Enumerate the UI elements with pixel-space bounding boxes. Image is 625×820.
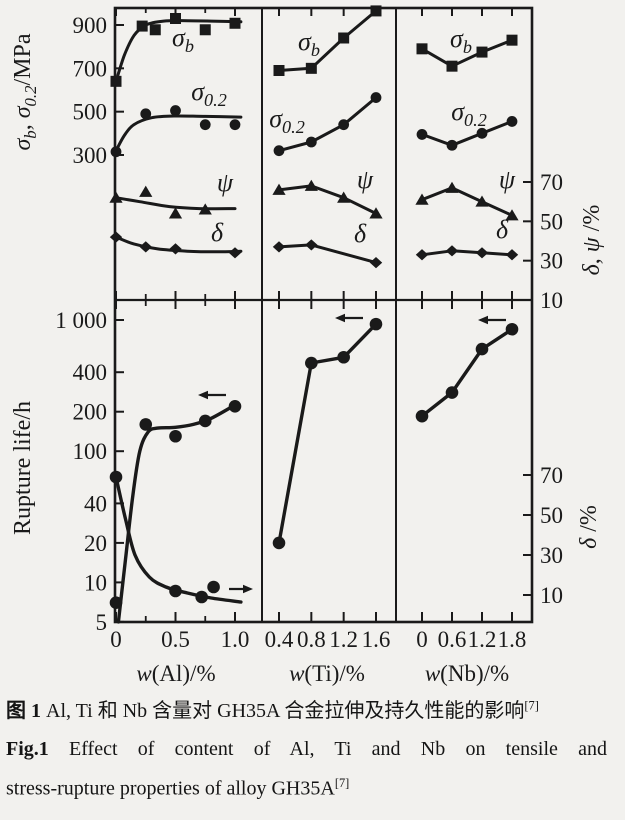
panel-al-tensile: σb σ0.2 ψδ (109, 13, 243, 259)
series-nb-tensile-sigma_b: σb (416, 24, 518, 72)
panel-al-rupture (109, 390, 253, 624)
series-nb-tensile-sigma_02: σ0.2 (416, 97, 518, 151)
svg-text:20: 20 (84, 531, 107, 556)
svg-text:σ0.2: σ0.2 (191, 77, 227, 110)
svg-text:200: 200 (73, 400, 108, 425)
svg-text:70: 70 (540, 170, 563, 195)
caption-zh-ref: [7] (524, 698, 539, 713)
svg-text:40: 40 (84, 491, 107, 516)
caption-chinese: 图 1 Al, Ti 和 Nb 含量对 GH35A 合金拉伸及持久性能的影响[7… (6, 694, 619, 723)
svg-text:0: 0 (416, 627, 428, 652)
svg-text:δ: δ (211, 218, 224, 247)
series-al-tensile-psi: ψ (109, 168, 237, 219)
svg-text:10: 10 (540, 288, 563, 313)
svg-text:1.2: 1.2 (329, 627, 358, 652)
svg-text:50: 50 (540, 503, 563, 528)
svg-text:σ0.2: σ0.2 (451, 97, 487, 130)
svg-text:ψ: ψ (357, 165, 374, 194)
left-axis-arrow (478, 315, 506, 325)
svg-text:1.2: 1.2 (468, 627, 497, 652)
svg-text:w(Ti)/%: w(Ti)/% (289, 661, 365, 686)
svg-text:σb, σ0.2/MPa: σb, σ0.2/MPa (10, 33, 40, 150)
svg-text:δ: δ (354, 219, 367, 248)
svg-text:δ: δ (496, 215, 509, 244)
series-ti-tensile-psi: ψ (272, 165, 383, 219)
svg-text:σb: σb (172, 23, 194, 56)
svg-text:10: 10 (84, 570, 107, 595)
series-nb-tensile-delta: δ (415, 215, 519, 261)
caption-english-line1: Fig.1 Effect of content of Al, Ti and Nb… (6, 738, 607, 761)
right-axis-arrow (229, 584, 253, 594)
svg-text:w(Nb)/%: w(Nb)/% (425, 661, 509, 686)
svg-text:50: 50 (540, 209, 563, 234)
panel-nb-rupture (415, 315, 519, 423)
svg-text:10: 10 (540, 583, 563, 608)
series-ti-tensile-delta: δ (272, 219, 383, 269)
label-rupture-life: Rupture life/h (10, 401, 36, 535)
axis-rupture-life: 5 10 20 40 100 200 400 1 000 (55, 308, 124, 635)
svg-text:5: 5 (96, 610, 108, 635)
svg-text:σ0.2: σ0.2 (269, 104, 305, 137)
caption-zh-number: 图 1 (6, 700, 41, 722)
svg-text:100: 100 (73, 439, 108, 464)
caption-en-text1: Effect of content of Al, Ti and Nb on te… (69, 738, 608, 760)
series-al-tensile-delta: δ (109, 218, 243, 259)
caption-en-number: Fig.1 (6, 738, 49, 760)
svg-text:500: 500 (73, 100, 108, 125)
svg-text:400: 400 (73, 360, 108, 385)
svg-text:σb: σb (298, 27, 320, 60)
axis-delta-rupture: 10 30 50 70 (523, 463, 563, 608)
svg-text:δ, ψ /%: δ, ψ /% (579, 205, 605, 276)
svg-text:δ /%: δ /% (576, 505, 602, 549)
series-nb-rupture-rupture_life (415, 322, 519, 423)
axis-mpa: 300 500 700 900 (73, 13, 124, 168)
chart-frame (113, 6, 534, 624)
series-al-tensile-sigma_02: σ0.2 (110, 77, 243, 158)
svg-text:30: 30 (540, 249, 563, 274)
series-ti-rupture-rupture_life (272, 317, 383, 550)
panel-ti-rupture (272, 313, 383, 550)
label-delta-psi-pct: δ, ψ /% (579, 205, 605, 276)
panel-nb-tensile: σb σ0.2 ψδ (415, 24, 519, 261)
svg-text:0.5: 0.5 (161, 627, 190, 652)
series-al-tensile-sigma_b: σb (110, 13, 243, 87)
series-ti-tensile-sigma_b: σb (273, 5, 382, 76)
panel-ti-tensile: σb σ0.2 ψδ (269, 5, 383, 269)
axis-delta-psi: 10 30 50 70 (523, 170, 563, 313)
svg-text:ψ: ψ (217, 168, 234, 197)
series-ti-tensile-sigma_02: σ0.2 (269, 92, 382, 157)
caption-en-ref: [7] (334, 776, 350, 790)
svg-text:700: 700 (73, 56, 108, 81)
svg-text:ψ: ψ (499, 165, 516, 194)
x-axes: 0 0.5 1.0w(Al)/%0.4 0.8 1.2 1.6w(Ti)/%0 0.6 1.2… (110, 8, 526, 686)
svg-text:0: 0 (110, 627, 122, 652)
series-al-rupture-delta_rupture (109, 470, 243, 604)
svg-text:1 000: 1 000 (55, 308, 107, 333)
svg-text:1.0: 1.0 (221, 627, 250, 652)
svg-text:1.8: 1.8 (498, 627, 527, 652)
svg-text:w(Al)/%: w(Al)/% (136, 661, 215, 686)
svg-text:0.6: 0.6 (438, 627, 467, 652)
svg-text:300: 300 (73, 143, 108, 168)
chart-svg: 0 0.5 1.0w(Al)/%0.4 0.8 1.2 1.6w(Ti)/%0 0.6 1.2… (10, 5, 605, 686)
svg-text:900: 900 (73, 13, 108, 38)
label-delta-pct: δ /% (576, 505, 602, 549)
left-axis-arrow (335, 313, 363, 323)
series-nb-tensile-psi: ψ (415, 165, 519, 221)
svg-text:0.4: 0.4 (265, 627, 294, 652)
caption-en-text2: stress-rupture properties of alloy GH35A (6, 777, 335, 800)
svg-text:σb: σb (450, 24, 472, 57)
svg-text:30: 30 (540, 543, 563, 568)
svg-text:0.8: 0.8 (297, 627, 326, 652)
left-axis-arrow (198, 390, 226, 400)
svg-text:1.6: 1.6 (362, 627, 391, 652)
caption-english-line2: stress-rupture properties of alloy GH35A… (6, 776, 607, 801)
label-sigma-mpa: σb, σ0.2/MPa (10, 33, 40, 150)
svg-text:Rupture life/h: Rupture life/h (10, 401, 36, 535)
svg-text:70: 70 (540, 463, 563, 488)
caption-zh-text: Al, Ti 和 Nb 含量对 GH35A 合金拉伸及持久性能的影响 (41, 700, 525, 722)
